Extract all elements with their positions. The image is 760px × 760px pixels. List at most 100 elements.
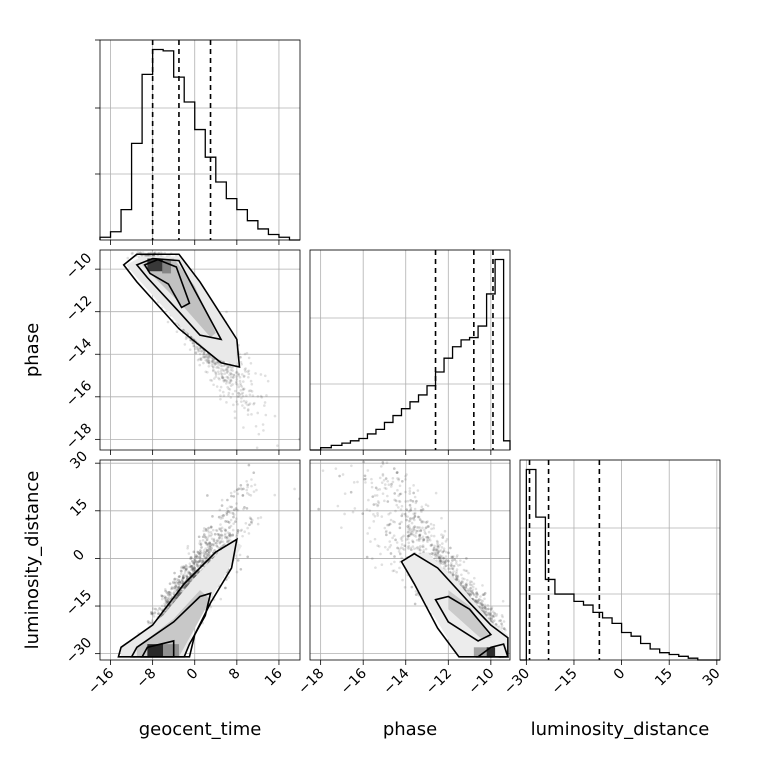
sample-point bbox=[210, 364, 214, 367]
sample-point bbox=[164, 587, 167, 591]
sample-point bbox=[206, 561, 210, 564]
sample-point bbox=[178, 583, 181, 586]
sample-point bbox=[226, 366, 230, 370]
sample-point bbox=[192, 561, 195, 564]
sample-point bbox=[207, 526, 210, 530]
histogram-step bbox=[99, 48, 300, 241]
sample-point bbox=[204, 558, 208, 561]
sample-point bbox=[210, 537, 214, 541]
sample-point bbox=[250, 382, 254, 386]
sample-point bbox=[186, 565, 189, 569]
sample-point bbox=[239, 400, 243, 403]
sample-point bbox=[219, 527, 222, 530]
sample-point bbox=[246, 555, 250, 559]
sample-point bbox=[235, 377, 239, 381]
sample-point bbox=[194, 351, 198, 354]
sample-point bbox=[238, 355, 242, 359]
sample-point bbox=[216, 370, 220, 373]
sample-point bbox=[175, 588, 179, 592]
sample-point bbox=[298, 437, 300, 441]
sample-point bbox=[238, 393, 242, 397]
sample-point bbox=[141, 251, 145, 254]
sample-point bbox=[218, 541, 222, 545]
sample-point bbox=[194, 558, 197, 562]
sample-point bbox=[150, 611, 153, 614]
histogram-step bbox=[310, 258, 511, 451]
sample-point bbox=[222, 369, 226, 373]
sample-point bbox=[239, 360, 243, 364]
sample-point bbox=[223, 533, 227, 537]
sample-point bbox=[245, 479, 248, 483]
sample-point bbox=[220, 498, 224, 502]
sample-point bbox=[224, 586, 227, 590]
sample-point bbox=[225, 535, 229, 539]
sample-point bbox=[225, 367, 228, 370]
sample-point bbox=[179, 572, 183, 575]
sample-point bbox=[236, 529, 240, 532]
sample-point bbox=[233, 389, 237, 393]
sample-point bbox=[213, 377, 216, 380]
sample-point bbox=[160, 594, 164, 598]
sample-point bbox=[198, 556, 202, 559]
sample-point bbox=[150, 612, 154, 616]
sample-point bbox=[173, 590, 176, 593]
sample-point bbox=[211, 515, 214, 518]
sample-point bbox=[184, 564, 188, 567]
sample-point bbox=[224, 368, 228, 372]
sample-point bbox=[226, 385, 229, 389]
sample-point bbox=[233, 416, 237, 420]
sample-point bbox=[204, 536, 207, 539]
sample-point bbox=[224, 528, 228, 532]
sample-point bbox=[177, 578, 181, 582]
sample-point bbox=[168, 604, 172, 607]
sample-point bbox=[163, 602, 166, 606]
sample-point bbox=[197, 560, 201, 564]
sample-point bbox=[207, 534, 211, 537]
sample-point bbox=[220, 534, 224, 538]
sample-point bbox=[247, 532, 251, 535]
sample-point bbox=[199, 543, 203, 546]
sample-point bbox=[178, 592, 181, 596]
sample-point bbox=[205, 549, 209, 552]
sample-point bbox=[221, 390, 225, 394]
sample-point bbox=[201, 560, 205, 563]
sample-point bbox=[168, 590, 171, 594]
sample-point bbox=[184, 585, 187, 589]
sample-point bbox=[259, 516, 263, 519]
sample-point bbox=[169, 587, 173, 591]
sample-point bbox=[236, 383, 239, 386]
sample-point bbox=[194, 560, 198, 563]
sample-point bbox=[232, 508, 236, 512]
sample-point bbox=[236, 395, 239, 398]
x-tick-label: −30 bbox=[501, 666, 533, 698]
sample-point bbox=[227, 533, 231, 537]
sample-point bbox=[206, 494, 209, 497]
sample-point bbox=[226, 369, 230, 373]
sample-point bbox=[176, 580, 179, 583]
sample-point bbox=[221, 516, 224, 520]
sample-point bbox=[241, 493, 245, 497]
sample-point bbox=[200, 349, 203, 353]
sample-point bbox=[131, 251, 134, 255]
sample-point bbox=[238, 553, 242, 557]
sample-point bbox=[250, 520, 253, 524]
sample-point bbox=[202, 361, 205, 365]
sample-point bbox=[209, 542, 212, 546]
sample-point bbox=[198, 352, 202, 356]
sample-point bbox=[166, 600, 170, 604]
sample-point bbox=[165, 601, 169, 605]
sample-point bbox=[204, 556, 208, 560]
sample-point bbox=[181, 574, 185, 578]
sample-point bbox=[276, 444, 279, 447]
sample-point bbox=[159, 608, 163, 611]
sample-point bbox=[182, 586, 186, 590]
sample-point bbox=[298, 497, 300, 501]
sample-point bbox=[194, 553, 197, 557]
y-tick-label: −10 bbox=[63, 250, 95, 282]
sample-point bbox=[246, 526, 249, 530]
sample-point bbox=[205, 359, 209, 362]
sample-point bbox=[242, 507, 245, 511]
sample-point bbox=[255, 446, 259, 450]
sample-point bbox=[240, 392, 243, 396]
sample-point bbox=[204, 529, 208, 532]
